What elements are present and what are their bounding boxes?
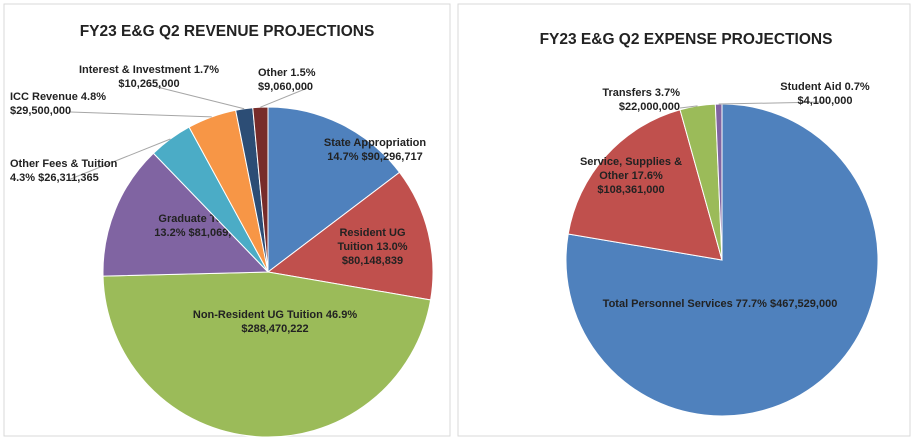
label-box: Other Fees & Tuition 4.3% $26,311,365 — [10, 157, 120, 185]
label-percent: 14.7% — [327, 151, 359, 163]
label-percent: 1.7% — [193, 64, 219, 76]
label-name: Non-Resident UG Tuition — [192, 309, 323, 321]
label-percent: 1.5% — [290, 67, 316, 79]
label-percent: 13.0% — [376, 241, 408, 253]
label-box: Student Aid 0.7% $4,100,000 — [770, 80, 880, 108]
slice-label: Other Fees & Tuition 4.3% $26,311,365 — [10, 157, 120, 185]
label-value: $108,361,000 — [597, 184, 665, 196]
label-name: Other — [258, 67, 288, 79]
label-box: Total Personnel Services 77.7% $467,529,… — [585, 297, 855, 311]
pie-slice — [267, 106, 401, 274]
label-value: $10,265,000 — [118, 78, 180, 90]
slice-label: ICC Revenue 4.8% $29,500,000 — [10, 90, 120, 118]
label-value: $90,296,717 — [361, 151, 423, 163]
label-name: Service, Supplies & Other — [579, 156, 683, 182]
label-value: $9,060,000 — [258, 81, 314, 93]
pie-slice — [102, 271, 432, 438]
label-name: Interest & Investment — [78, 64, 191, 76]
label-percent: 4.8% — [80, 91, 106, 103]
label-name: Resident UG Tuition — [337, 227, 406, 253]
slice-label: Non-Resident UG Tuition 46.9% $288,470,2… — [170, 308, 380, 336]
label-value: $80,148,839 — [341, 255, 404, 267]
label-name: Other Fees & Tuition — [10, 158, 118, 170]
slice-label: Service, Supplies & Other 17.6% $108,361… — [576, 155, 686, 197]
chart-title: FY23 E&G Q2 REVENUE PROJECTIONS — [80, 23, 375, 40]
leader-line — [718, 101, 826, 105]
label-box: Transfers 3.7% $22,000,000 — [560, 86, 680, 114]
label-name: State Appropriation — [323, 137, 427, 149]
label-percent: 77.7% — [735, 298, 767, 310]
slice-label: Resident UG Tuition 13.0% $80,148,839 — [325, 226, 420, 268]
leader-line — [148, 84, 245, 110]
label-value: $288,470,222 — [241, 323, 309, 335]
pie-slice — [567, 109, 723, 261]
label-percent: 46.9% — [325, 309, 358, 321]
label-value: $4,100,000 — [797, 95, 853, 107]
label-percent: 17.6% — [631, 170, 663, 182]
label-box: Interest & Investment 1.7% $10,265,000 — [74, 63, 224, 91]
label-name: Student Aid — [780, 81, 842, 93]
label-box: Non-Resident UG Tuition 46.9% $288,470,2… — [170, 308, 380, 336]
label-percent: 13.2% — [154, 227, 186, 239]
label-percent: 4.3% — [10, 172, 36, 184]
slice-label: State Appropriation 14.7% $90,296,717 — [322, 136, 428, 164]
label-name: Total Personnel Services — [602, 298, 733, 310]
leader-line — [70, 138, 171, 180]
label-box: State Appropriation 14.7% $90,296,717 — [322, 136, 428, 164]
slice-label: Interest & Investment 1.7% $10,265,000 — [74, 63, 224, 91]
label-name: Transfers — [602, 87, 652, 99]
label-value: $467,529,000 — [770, 298, 838, 310]
label-value: $29,500,000 — [10, 105, 72, 117]
slice-label: Other 1.5% $9,060,000 — [258, 66, 348, 94]
pie-slice — [102, 152, 270, 277]
label-name: ICC Revenue — [10, 91, 78, 103]
label-value: $22,000,000 — [618, 101, 680, 113]
label-box: Resident UG Tuition 13.0% $80,148,839 — [325, 226, 420, 268]
label-percent: 3.7% — [654, 87, 680, 99]
slice-label: Transfers 3.7% $22,000,000 — [560, 86, 680, 114]
chart-title: FY23 E&G Q2 EXPENSE PROJECTIONS — [540, 31, 833, 48]
leader-line — [679, 105, 698, 109]
pie-slice — [252, 106, 269, 273]
label-value: $26,311,365 — [38, 172, 99, 184]
slice-label: Student Aid 0.7% $4,100,000 — [770, 80, 880, 108]
leader-line — [260, 87, 308, 108]
label-percent: 0.7% — [844, 81, 870, 93]
leader-line — [70, 111, 212, 118]
pie-slice — [266, 171, 434, 301]
label-box: Other 1.5% $9,060,000 — [258, 66, 348, 94]
slice-label: Total Personnel Services 77.7% $467,529,… — [585, 297, 855, 311]
label-box: ICC Revenue 4.8% $29,500,000 — [10, 90, 120, 118]
label-box: Service, Supplies & Other 17.6% $108,361… — [576, 155, 686, 197]
